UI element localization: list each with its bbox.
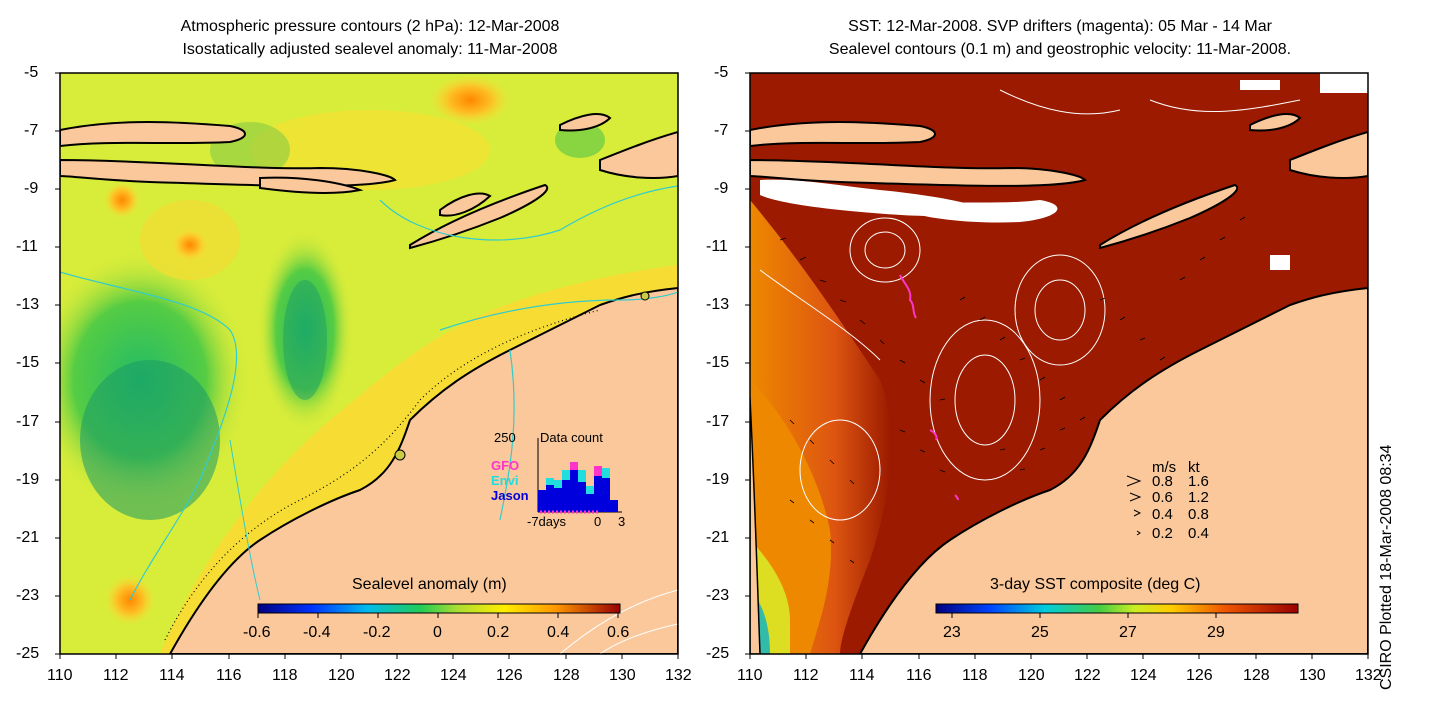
sst-colorbar-tick: 25 [1031,624,1049,641]
velocity-legend-kt: 1.2 [1188,489,1209,506]
left-y-tick: -21 [16,529,40,546]
velocity-legend-ms: 0.2 [1152,525,1173,542]
right-y-tick: -13 [706,296,730,313]
right-y-tick: -25 [706,645,730,662]
right-title-line2: Sealevel contours (0.1 m) and geostrophi… [828,41,1292,58]
velocity-legend-arrows [1126,475,1142,536]
right-x-tick: 114 [849,667,875,684]
right-x-tick: 118 [962,667,988,684]
inset-title: Data count [540,430,603,445]
right-x-tick: 124 [1130,667,1157,684]
inset-x-label: 3 [618,514,626,529]
right-x-tick: 132 [1355,667,1382,684]
sla-colorbar-tick: -0.6 [243,624,271,641]
right-x-tick: 122 [1074,667,1101,684]
left-x-tick: 120 [328,667,355,684]
left-y-tick: -13 [16,296,40,313]
sst-colorbar-label: 3-day SST composite (deg C) [990,576,1201,593]
left-y-tick: -11 [16,238,38,255]
sla-colorbar-tick: 0.6 [607,624,630,641]
sla-colorbar-tick: -0.4 [303,624,331,641]
inset-x-label: -7days [527,514,567,529]
right-y-tick: -7 [714,122,729,139]
sla-colorbar [257,603,621,618]
data-count-bars [538,462,618,512]
right-x-tick: 128 [1243,667,1270,684]
plot-credit: CSIRO Plotted 18-Mar-2008 08:34 [1378,444,1395,690]
sla-map [60,73,678,654]
sst-colorbar-tick: 29 [1207,624,1225,641]
inset-legend-jason: Jason [491,488,529,503]
left-x-tick: 132 [665,667,692,684]
left-x-tick: 130 [609,667,636,684]
right-x-tick: 112 [793,667,819,684]
left-y-tick: -7 [24,122,39,139]
right-y-tick: -5 [714,64,729,81]
left-y-tick: -17 [16,413,40,430]
right-y-tick: -9 [714,180,729,197]
sst-colorbar [935,603,1299,618]
left-y-tick: -5 [24,64,39,81]
left-x-tick: 114 [159,667,185,684]
left-x-tick: 116 [216,667,242,684]
left-x-tick: 126 [496,667,523,684]
left-axis-ticks [55,72,679,659]
sla-colorbar-tick: 0.4 [547,624,570,641]
right-y-tick: -17 [706,413,730,430]
sst-colorbar-tick: 23 [943,624,961,641]
velocity-legend-kt: 0.8 [1188,506,1209,523]
inset-legend-envi: Envi [491,473,519,488]
velocity-legend-ms: 0.4 [1152,506,1173,523]
left-y-tick: -15 [16,354,40,371]
inset-count-label: 250 [494,430,516,445]
right-y-tick: -11 [706,238,728,255]
left-y-tick: -25 [16,645,40,662]
velocity-legend-kt: 0.4 [1188,525,1209,542]
right-x-tick: 126 [1186,667,1213,684]
sla-colorbar-tick: 0 [433,624,442,641]
right-x-tick: 130 [1299,667,1326,684]
left-title-line2: Isostatically adjusted sealevel anomaly:… [182,41,558,58]
velocity-vectors [779,216,1246,564]
sla-colorbar-label: Sealevel anomaly (m) [352,576,507,593]
sla-colorbar-tick: -0.2 [363,624,391,641]
right-x-tick: 110 [737,667,763,684]
sla-colorbar-tick: 0.2 [487,624,510,641]
right-y-tick: -21 [706,529,730,546]
right-y-tick: -15 [706,354,730,371]
right-x-tick: 116 [906,667,932,684]
right-y-tick: -19 [706,471,730,488]
velocity-legend-ms: 0.6 [1152,489,1173,506]
left-y-tick: -9 [24,180,39,197]
inset-x-label: 0 [594,514,602,529]
left-x-tick: 118 [272,667,298,684]
left-x-tick: 122 [384,667,411,684]
left-x-tick: 112 [103,667,129,684]
sst-colorbar-tick: 27 [1119,624,1137,641]
velocity-legend-kt: 1.6 [1188,473,1209,490]
left-x-tick: 128 [553,667,580,684]
left-x-tick: 110 [47,667,73,684]
right-axis-ticks [745,72,1369,659]
right-title-line1: SST: 12-Mar-2008. SVP drifters (magenta)… [848,18,1272,35]
data-count-inset [537,438,622,514]
velocity-legend-ms: 0.8 [1152,473,1173,490]
left-y-tick: -19 [16,471,40,488]
left-title-line1: Atmospheric pressure contours (2 hPa): 1… [180,18,560,35]
inset-legend-gfo: GFO [491,458,520,473]
velocity-legend-kt-header: kt [1188,459,1200,476]
sst-map [750,73,1368,654]
left-x-tick: 124 [440,667,467,684]
velocity-legend-ms-header: m/s [1152,459,1177,476]
right-y-tick: -23 [706,587,730,604]
left-y-tick: -23 [16,587,40,604]
right-x-tick: 120 [1018,667,1045,684]
